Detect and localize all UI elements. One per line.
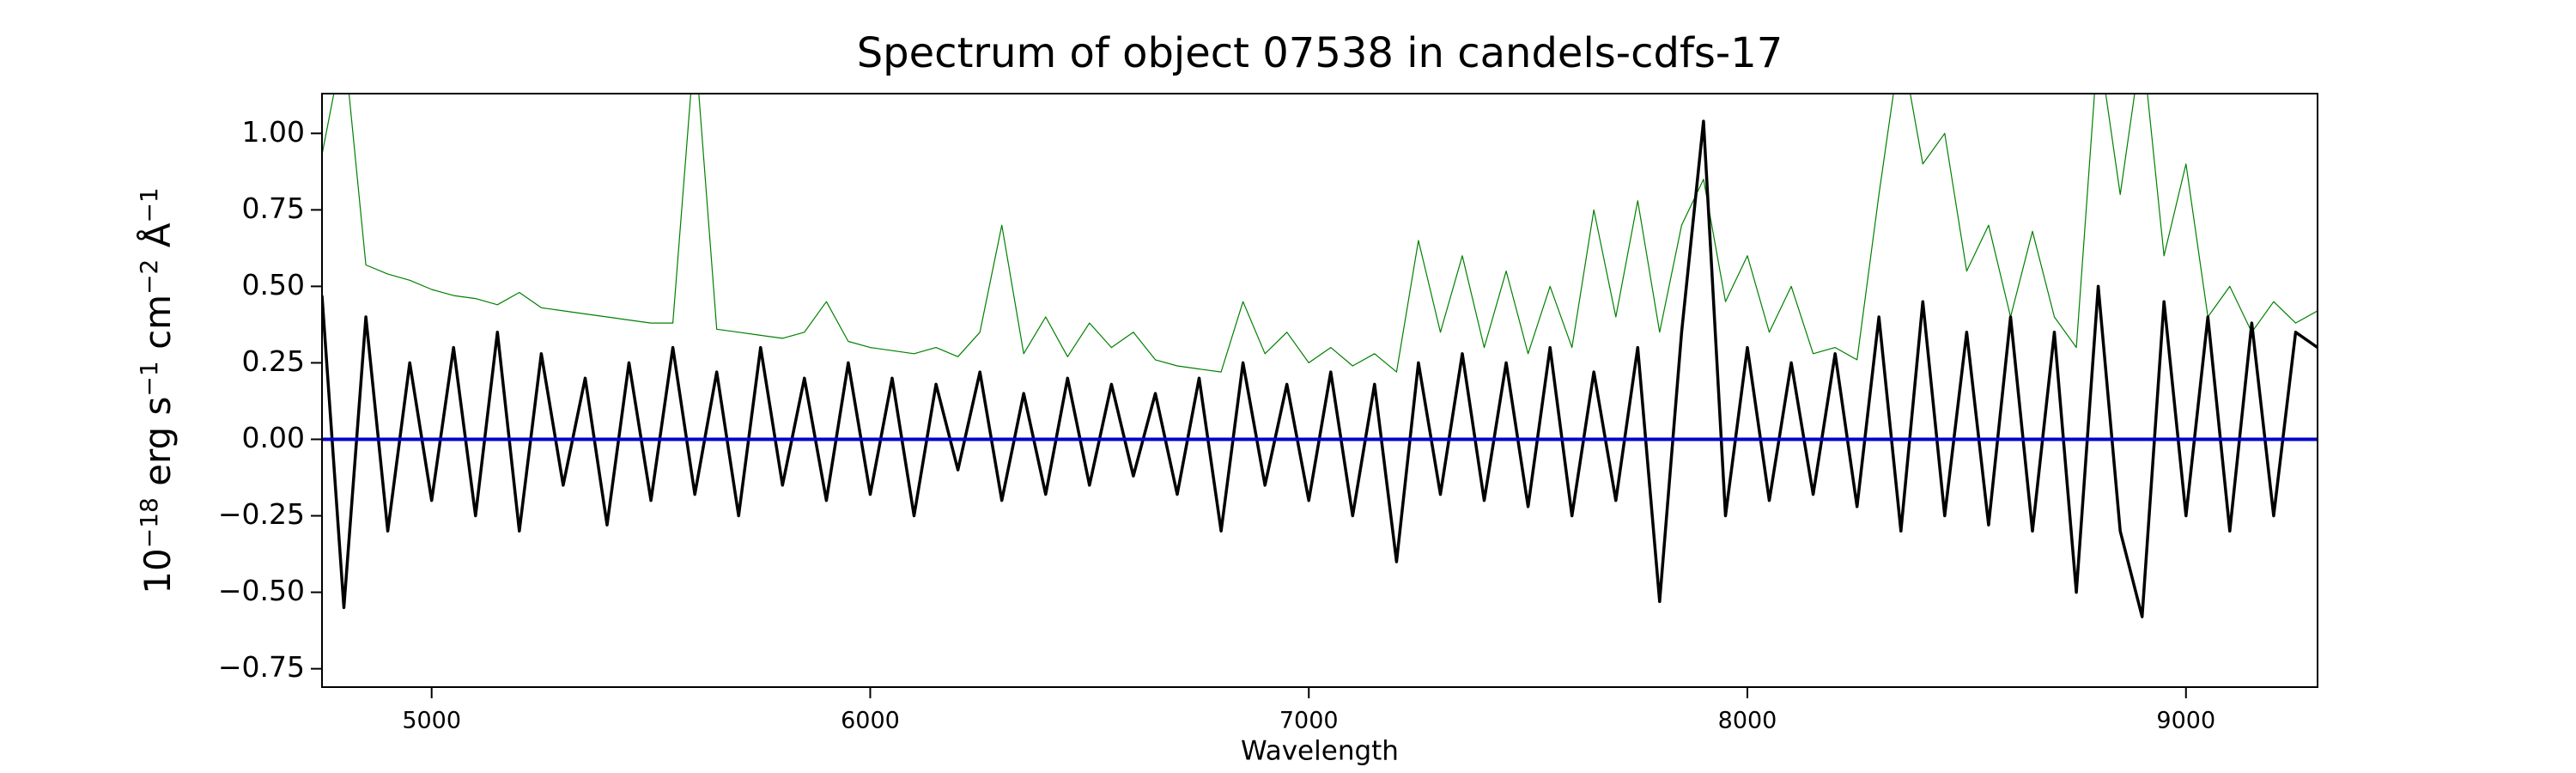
chart-title: Spectrum of object 07538 in candels-cdfs… (857, 29, 1783, 77)
x-tick-label: 7000 (1279, 708, 1339, 734)
y-label-part: Å (136, 222, 179, 259)
y-label-part: cm (137, 295, 179, 361)
x-tick-label: 5000 (402, 708, 461, 734)
plot-frame (321, 93, 2318, 688)
series-line (322, 119, 2318, 618)
y-tick-label: −0.75 (218, 650, 305, 684)
y-tick-label: −0.25 (218, 497, 305, 531)
x-tick-label: 9000 (2156, 708, 2215, 734)
y-label-part: erg s (137, 397, 179, 498)
y-tick-label: 0.75 (242, 192, 305, 225)
y-label-exponent: −1 (135, 361, 163, 396)
y-tick-label: 0.50 (242, 268, 305, 301)
y-label-exponent: −2 (135, 259, 163, 295)
y-label-part: 10 (137, 548, 179, 593)
plot-area (322, 94, 2318, 618)
x-tick-label: 8000 (1718, 708, 1777, 734)
y-axis-label: 10−18 erg s−1 cm−2 Å−1 (135, 187, 179, 593)
x-tick-label: 6000 (841, 708, 900, 734)
series-line (322, 94, 2318, 373)
y-tick-label: 0.00 (242, 421, 305, 454)
y-label-exponent: −18 (135, 497, 163, 548)
y-tick-label: 0.25 (242, 344, 305, 378)
y-label-exponent: −1 (135, 187, 163, 222)
y-tick-label: −0.50 (218, 574, 305, 607)
y-tick-label: 1.00 (242, 115, 305, 149)
x-axis-label: Wavelength (1241, 736, 1399, 767)
